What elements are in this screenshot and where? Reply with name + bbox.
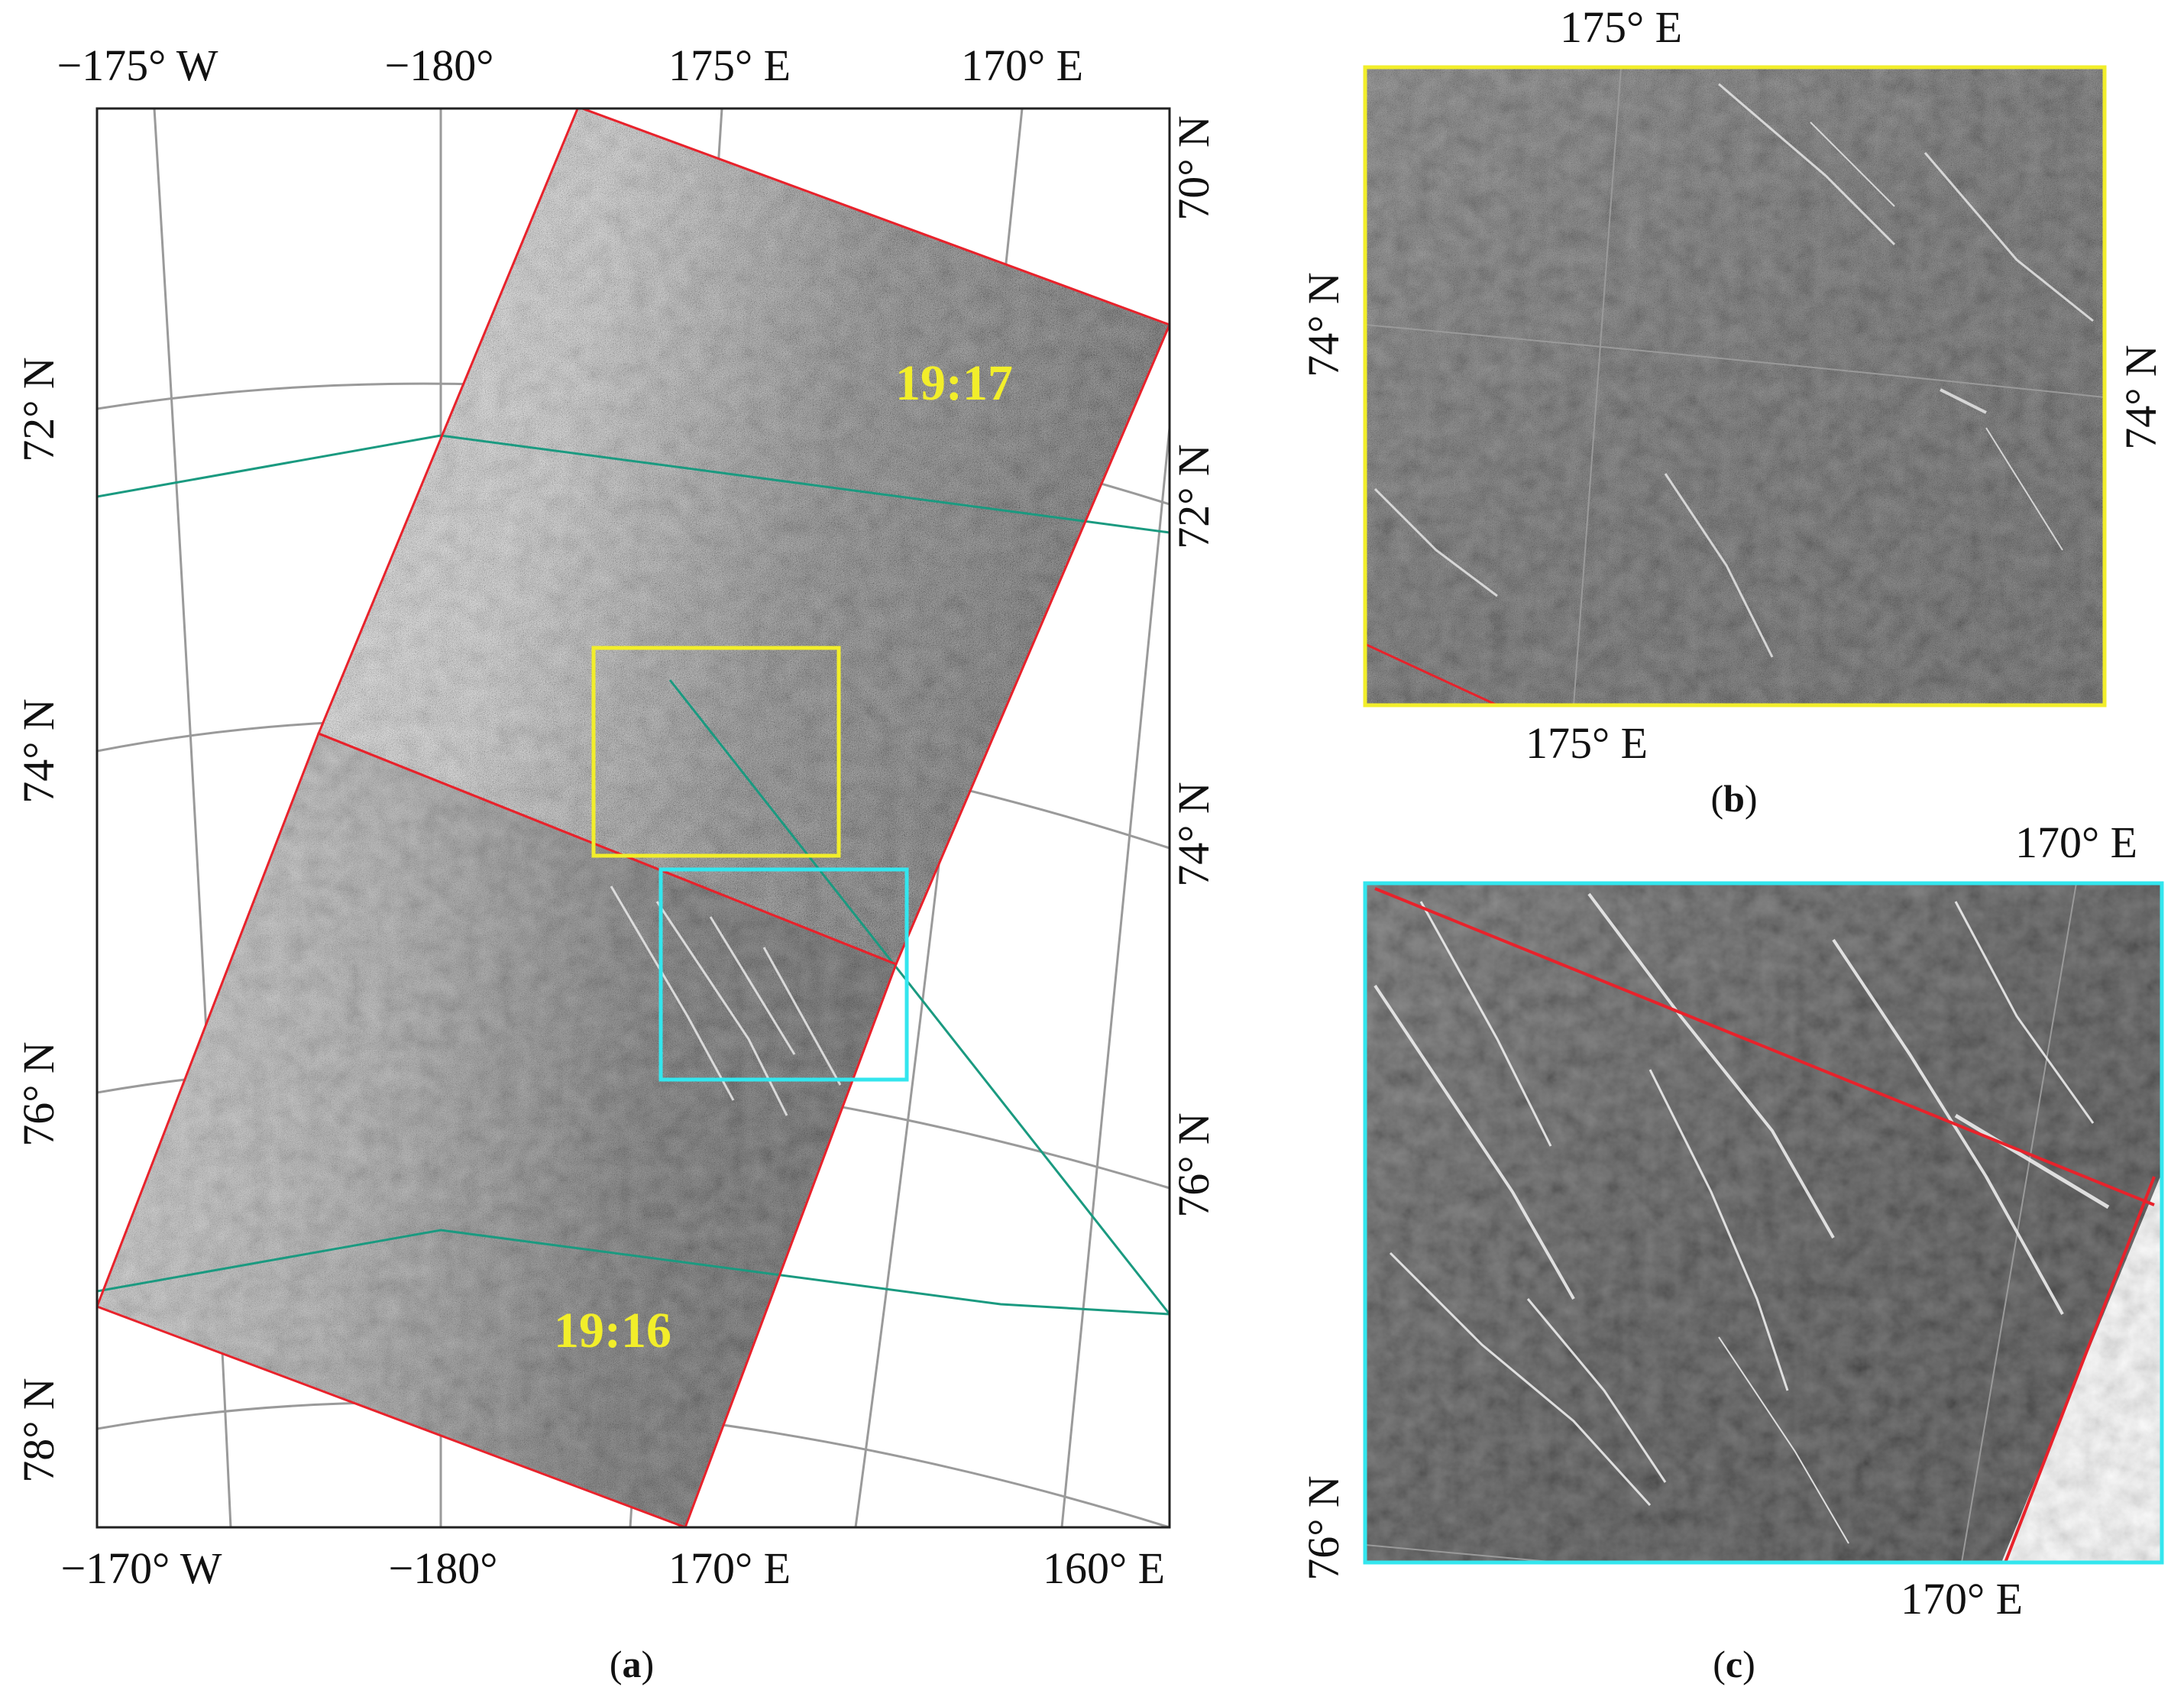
tick-label: −175° W [57, 40, 218, 90]
panel-a-frame [95, 107, 1171, 1529]
swath-outline-1916 [97, 732, 898, 1527]
inset-box-c [658, 867, 909, 1082]
panel-c-caption: (c) [1713, 1643, 1755, 1685]
panel-b-inset-map [1363, 65, 2107, 708]
panel-c-frame [1363, 881, 2164, 1565]
panel-c-inset-map [1363, 881, 2164, 1565]
timestamp-1916: 19:16 [554, 1303, 671, 1358]
tick-label: −180° [389, 1543, 498, 1593]
tick-label: 78° N [14, 1378, 63, 1483]
tick-label: 72° N [1169, 444, 1218, 549]
inset-box-b [591, 646, 841, 858]
panel-a-bottom-lon-labels: −170° W −180° 170° E 160° E [60, 1543, 1165, 1593]
tick-label: −180° [385, 40, 494, 90]
panel-b-frame [1363, 65, 2107, 708]
panel-c-top-lon-label: 170° E [2015, 818, 2137, 867]
panel-a-caption: (a) [610, 1643, 654, 1685]
panel-c-swath-edge [1374, 887, 2156, 1562]
tick-label: 170° E [668, 1543, 791, 1593]
coverage-outline [97, 434, 1170, 1316]
panel-a-main-map: 19:17 19:16 [95, 107, 1171, 1529]
panel-a-right-lat-labels: 70° N 72° N 74° N 76° N [1169, 115, 1218, 1218]
panel-b-bottom-lon-label: 175° E [1526, 718, 1648, 768]
panel-b-graticule [1365, 67, 2105, 705]
panel-b-right-lat-label: 74° N [2116, 345, 2166, 450]
tick-label: 175° E [668, 40, 791, 90]
tick-label: 76° N [1169, 1112, 1218, 1218]
tick-label: 74° N [14, 698, 63, 804]
panel-c-graticule [1365, 883, 2077, 1562]
panel-b-caption: (b) [1710, 777, 1757, 820]
panel-c-left-lat-label: 76° N [1299, 1475, 1348, 1581]
panel-b-top-lon-label: 175° E [1560, 2, 1682, 52]
tick-label: −170° W [60, 1543, 222, 1593]
tick-label: 170° E [961, 40, 1083, 90]
tick-label: 72° N [14, 357, 63, 462]
panel-c-bottom-lon-label: 170° E [1901, 1574, 2023, 1624]
timestamp-1917: 19:17 [895, 355, 1013, 411]
panel-a-top-lon-labels: −175° W −180° 175° E 170° E [57, 40, 1083, 90]
panel-b-left-lat-label: 74° N [1299, 272, 1348, 377]
tick-label: 70° N [1169, 115, 1218, 221]
tick-label: 74° N [1169, 782, 1218, 887]
panel-b-swath-edge [1365, 643, 1498, 705]
tick-label: 76° N [14, 1041, 63, 1147]
tick-label: 160° E [1043, 1543, 1165, 1593]
panel-a-left-lat-labels: 72° N 74° N 76° N 78° N [14, 357, 63, 1483]
